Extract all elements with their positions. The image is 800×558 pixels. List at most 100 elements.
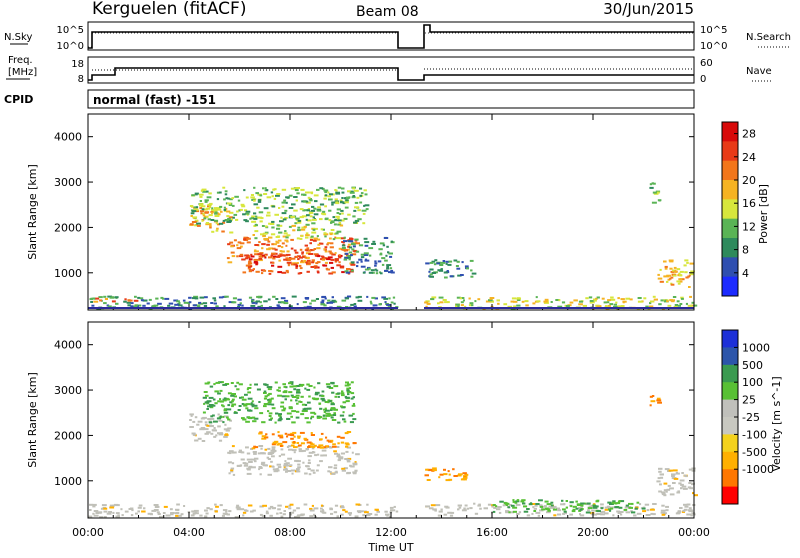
data-cell [364,511,369,514]
data-cell [254,383,258,386]
data-cell [294,189,299,192]
data-cell [309,509,315,512]
data-cell [284,217,288,219]
data-cell [280,297,286,300]
data-cell [313,513,316,516]
data-cell [192,216,198,219]
data-cell [342,506,345,509]
data-cell [219,398,222,401]
data-cell [195,206,199,209]
colorbar-tick-label: 4 [742,267,749,280]
data-cell [288,194,293,197]
data-cell [338,212,342,215]
data-cell [244,209,248,212]
data-cell [276,193,281,195]
data-cell [460,274,464,276]
data-cell [248,296,253,299]
data-cell [202,396,207,399]
colorbar-swatch [722,469,738,488]
data-cell [271,226,275,229]
data-cell [653,298,658,301]
data-cell [193,433,197,436]
data-cell [211,211,214,214]
data-cell [267,473,272,476]
data-cell [276,389,279,392]
data-cell [333,232,337,235]
data-cell [470,269,473,272]
data-cell [428,507,434,510]
data-cell [321,296,326,299]
data-cell [323,304,327,307]
data-cell [642,510,647,513]
data-cell [445,260,450,263]
data-cell [328,219,332,222]
data-cell [253,203,259,206]
data-cell [341,271,345,274]
data-cell [623,508,628,511]
data-cell [593,513,597,516]
data-cell [579,508,583,511]
data-cell [227,261,233,264]
data-cell [230,470,234,473]
data-cell [307,208,310,210]
data-cell [464,504,468,507]
power-plot-area [88,114,694,310]
data-cell [595,505,599,508]
data-cell [280,434,284,437]
data-cell [256,388,261,391]
data-cell [346,446,351,449]
data-cell [241,398,247,401]
data-cell [236,508,241,511]
data-cell [286,250,290,253]
data-cell [216,227,219,230]
data-cell [228,452,232,455]
data-cell [458,473,463,476]
data-cell [563,510,567,513]
data-cell [604,305,608,308]
freq-label-2: [MHz] [8,67,37,78]
data-cell [254,446,259,449]
data-cell [315,469,319,472]
data-cell [233,213,238,216]
data-cell [251,215,256,218]
data-cell [265,189,269,192]
data-cell [331,271,336,274]
data-cell [649,404,652,407]
data-cell [663,260,667,263]
data-cell [242,511,247,514]
data-cell [285,470,288,473]
data-cell [344,458,348,460]
data-cell [218,191,222,194]
data-cell [228,301,231,304]
data-cell [316,247,321,250]
data-cell [320,397,325,400]
data-cell [665,505,669,508]
data-cell [347,255,352,257]
data-cell [262,235,266,238]
data-cell [196,222,201,225]
data-cell [521,499,526,502]
data-cell [201,440,206,442]
data-cell [520,500,525,503]
data-cell [248,465,253,468]
data-cell [357,299,363,302]
colorbar-tick-label: 8 [742,244,749,257]
data-cell [194,511,197,514]
data-cell [290,216,295,219]
data-cell [430,298,435,301]
data-cell [432,469,437,472]
data-cell [275,412,279,415]
data-cell [208,424,213,427]
data-cell [625,297,630,300]
data-cell [207,218,211,221]
data-cell [620,513,623,516]
data-cell [558,299,561,302]
data-cell [352,442,357,445]
data-cell [507,305,513,308]
data-cell [324,261,328,264]
data-cell [690,514,693,517]
data-cell [489,297,493,300]
data-cell [350,397,354,400]
data-cell [389,506,394,509]
data-cell [458,506,462,509]
